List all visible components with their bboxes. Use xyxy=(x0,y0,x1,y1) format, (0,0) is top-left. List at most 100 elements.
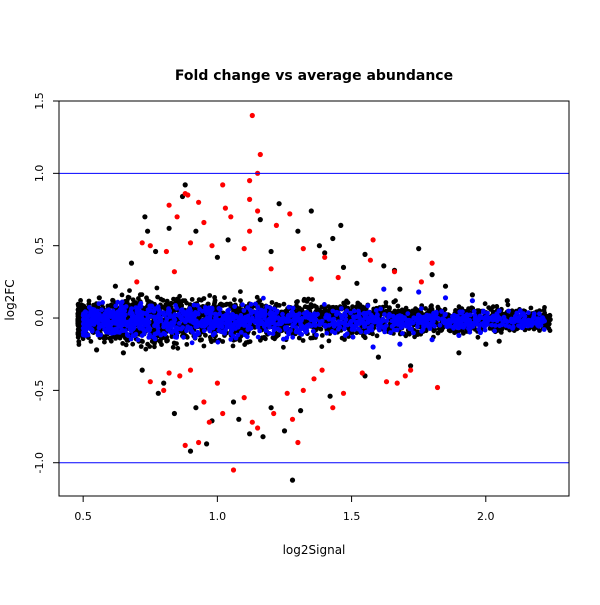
data-point xyxy=(437,322,443,328)
data-point xyxy=(166,370,172,376)
data-point xyxy=(86,305,92,310)
data-point xyxy=(196,439,202,446)
data-point xyxy=(119,307,125,313)
data-point xyxy=(156,307,161,312)
data-point xyxy=(383,300,389,305)
data-point xyxy=(365,303,371,309)
data-point xyxy=(405,311,411,316)
data-point xyxy=(275,315,281,321)
data-point xyxy=(131,313,137,319)
data-point xyxy=(361,333,366,339)
data-point xyxy=(335,326,341,332)
data-point xyxy=(324,330,330,336)
data-point xyxy=(75,334,81,340)
data-point xyxy=(276,201,282,207)
data-point xyxy=(439,309,444,314)
data-point xyxy=(130,297,136,303)
data-point xyxy=(76,342,82,347)
data-point xyxy=(275,326,281,332)
data-point xyxy=(144,312,150,318)
data-point xyxy=(232,304,238,309)
data-point xyxy=(356,327,362,332)
data-point xyxy=(166,202,172,208)
data-point xyxy=(130,341,136,347)
data-point xyxy=(110,327,115,332)
data-point xyxy=(483,323,488,329)
data-point xyxy=(152,336,158,342)
data-point xyxy=(505,302,511,308)
data-point xyxy=(214,254,220,260)
data-point xyxy=(330,308,336,314)
data-point xyxy=(145,228,151,234)
data-point xyxy=(161,322,167,327)
data-point xyxy=(195,303,200,308)
data-point xyxy=(314,332,319,338)
data-point xyxy=(153,317,158,323)
data-point xyxy=(171,410,177,417)
data-point xyxy=(299,307,305,313)
data-point xyxy=(308,208,314,214)
data-point xyxy=(357,315,362,320)
data-point xyxy=(541,327,547,332)
data-point xyxy=(330,304,336,310)
data-point xyxy=(322,324,328,329)
data-point xyxy=(402,373,408,379)
data-point xyxy=(473,314,478,320)
data-point xyxy=(339,306,344,311)
data-point xyxy=(390,313,396,319)
data-point xyxy=(483,341,489,347)
data-point xyxy=(310,335,315,341)
data-point xyxy=(176,321,182,326)
data-point xyxy=(534,321,540,327)
data-point xyxy=(161,387,167,393)
data-point xyxy=(238,313,244,318)
data-point xyxy=(90,321,95,327)
data-point xyxy=(316,243,322,249)
data-point xyxy=(217,323,223,329)
data-point xyxy=(369,314,375,319)
data-point xyxy=(158,332,164,338)
data-point xyxy=(331,316,337,322)
data-point xyxy=(267,316,272,322)
data-point xyxy=(359,370,365,376)
data-point xyxy=(300,338,306,343)
data-point xyxy=(451,325,456,330)
data-point xyxy=(257,151,263,158)
data-point xyxy=(164,338,170,344)
data-point xyxy=(224,301,230,307)
data-point xyxy=(492,328,497,334)
data-point xyxy=(424,312,430,318)
data-point xyxy=(482,301,488,307)
data-point xyxy=(326,316,332,322)
data-point xyxy=(219,318,225,324)
data-point xyxy=(370,237,376,243)
data-point xyxy=(418,279,424,285)
data-point xyxy=(444,322,450,327)
data-point xyxy=(261,295,266,301)
data-point xyxy=(347,320,353,325)
data-point xyxy=(228,214,234,220)
data-point xyxy=(267,330,272,336)
data-point xyxy=(494,304,500,309)
data-point xyxy=(356,308,361,314)
data-point xyxy=(318,319,324,325)
data-point xyxy=(255,305,261,310)
data-point xyxy=(228,337,234,342)
data-point xyxy=(289,416,296,422)
data-point xyxy=(189,297,195,302)
data-point xyxy=(381,263,387,269)
data-point xyxy=(184,334,190,340)
data-point xyxy=(289,477,296,483)
data-point xyxy=(522,323,528,328)
data-point xyxy=(135,337,141,343)
data-point xyxy=(373,298,378,304)
data-point xyxy=(175,345,181,351)
data-point xyxy=(108,314,113,319)
data-point xyxy=(350,304,355,310)
data-point xyxy=(378,306,384,312)
data-point xyxy=(81,303,87,309)
data-point xyxy=(127,327,133,332)
data-point xyxy=(351,324,357,329)
data-point xyxy=(290,334,296,340)
data-point xyxy=(480,309,486,315)
